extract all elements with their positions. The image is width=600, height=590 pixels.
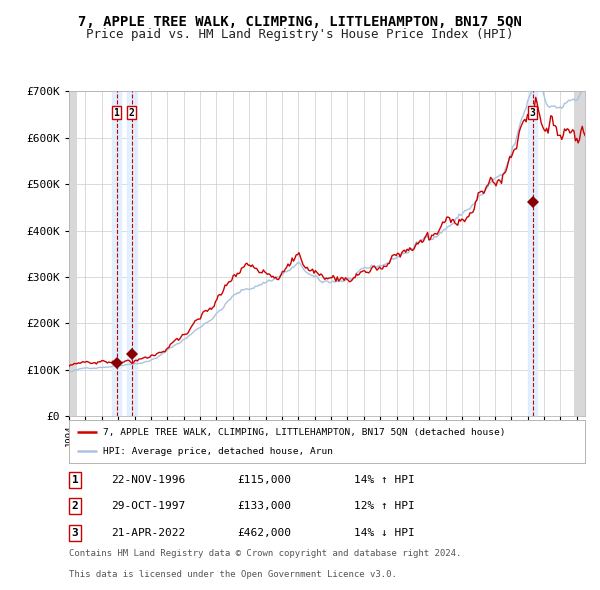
Text: 29-OCT-1997: 29-OCT-1997 — [111, 502, 185, 511]
Bar — [574, 91, 585, 416]
Text: 14% ↑ HPI: 14% ↑ HPI — [354, 475, 415, 484]
Text: 12% ↑ HPI: 12% ↑ HPI — [354, 502, 415, 511]
Text: 2: 2 — [71, 502, 79, 511]
Text: 3: 3 — [71, 528, 79, 537]
Text: 7, APPLE TREE WALK, CLIMPING, LITTLEHAMPTON, BN17 5QN (detached house): 7, APPLE TREE WALK, CLIMPING, LITTLEHAMP… — [103, 428, 505, 437]
Text: 22-NOV-1996: 22-NOV-1996 — [111, 475, 185, 484]
Text: 14% ↓ HPI: 14% ↓ HPI — [354, 528, 415, 537]
Bar — [69, 91, 77, 416]
Text: Contains HM Land Registry data © Crown copyright and database right 2024.: Contains HM Land Registry data © Crown c… — [69, 549, 461, 558]
Text: HPI: Average price, detached house, Arun: HPI: Average price, detached house, Arun — [103, 447, 332, 455]
Text: Price paid vs. HM Land Registry's House Price Index (HPI): Price paid vs. HM Land Registry's House … — [86, 28, 514, 41]
Text: 2: 2 — [129, 107, 134, 117]
Text: £462,000: £462,000 — [237, 528, 291, 537]
Bar — [127, 91, 137, 416]
Text: 21-APR-2022: 21-APR-2022 — [111, 528, 185, 537]
Bar — [527, 91, 538, 416]
Text: £133,000: £133,000 — [237, 502, 291, 511]
Bar — [112, 91, 121, 416]
Text: £115,000: £115,000 — [237, 475, 291, 484]
Text: This data is licensed under the Open Government Licence v3.0.: This data is licensed under the Open Gov… — [69, 571, 397, 579]
Text: 1: 1 — [113, 107, 119, 117]
Text: 1: 1 — [71, 475, 79, 484]
Text: 3: 3 — [530, 107, 536, 117]
Text: 7, APPLE TREE WALK, CLIMPING, LITTLEHAMPTON, BN17 5QN: 7, APPLE TREE WALK, CLIMPING, LITTLEHAMP… — [78, 15, 522, 29]
